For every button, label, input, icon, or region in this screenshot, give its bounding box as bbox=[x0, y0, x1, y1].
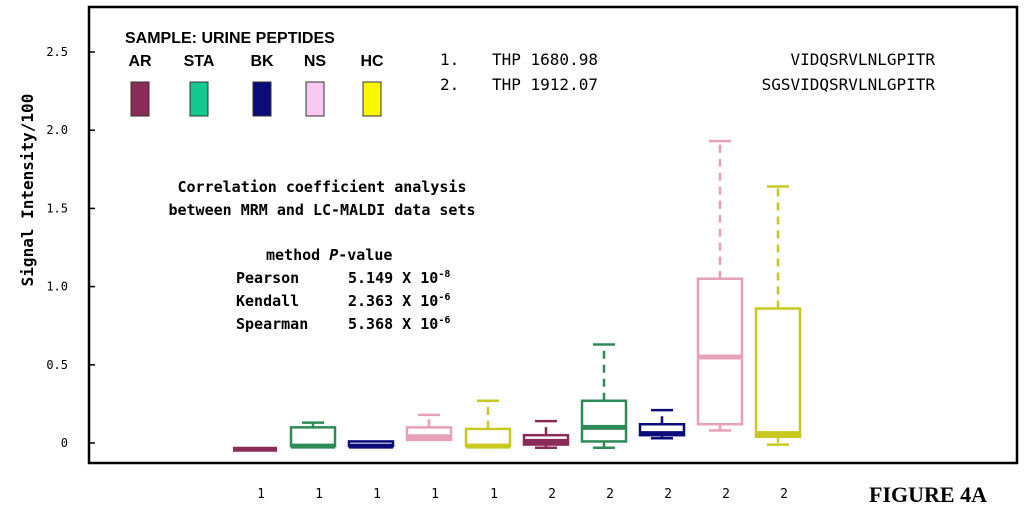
peptide-number: 2. bbox=[440, 75, 459, 94]
x-tick-label: 1 bbox=[431, 487, 439, 502]
annotation-line-2: between MRM and LC-MALDI data sets bbox=[168, 201, 475, 219]
pvalue-row-pearson: Pearson 5.149 X 10-8 bbox=[236, 269, 450, 287]
y-tick-label: 0 bbox=[61, 436, 68, 450]
legend-title: SAMPLE: URINE PEPTIDES bbox=[125, 30, 335, 47]
x-tick-label: 2 bbox=[780, 487, 788, 502]
plot-frame bbox=[87, 5, 1019, 465]
iqr-box bbox=[580, 399, 628, 443]
legend-swatch bbox=[252, 81, 272, 117]
legend-label: AR bbox=[128, 53, 152, 70]
box-hc-1 bbox=[464, 399, 512, 449]
peptide-name: THP 1680.98 bbox=[492, 50, 598, 69]
legend-item-hc: HC bbox=[360, 53, 384, 117]
pvalue-table-header: method P-value bbox=[266, 246, 392, 264]
x-tick-label: 1 bbox=[315, 487, 323, 502]
x-tick-label: 2 bbox=[548, 487, 556, 502]
legend-label: HC bbox=[360, 53, 384, 70]
y-tick-label: 2.0 bbox=[46, 123, 68, 137]
y-tick-label: 1.5 bbox=[46, 201, 68, 215]
box-ns-1 bbox=[405, 413, 453, 442]
box-sta-2 bbox=[580, 343, 628, 449]
x-tick-label: 2 bbox=[664, 487, 672, 502]
box-ns-2 bbox=[696, 139, 744, 432]
iqr-box bbox=[696, 277, 744, 426]
x-tick-label: 2 bbox=[606, 487, 614, 502]
legend-swatch bbox=[189, 81, 209, 117]
legend-label: BK bbox=[250, 53, 274, 70]
peptide-name: THP 1912.07 bbox=[492, 75, 598, 94]
legend-label: NS bbox=[304, 53, 327, 70]
p-value: 5.368 X 10-6 bbox=[348, 315, 450, 333]
p-value-exponent: -6 bbox=[438, 315, 450, 326]
box-sta-1 bbox=[289, 421, 337, 449]
pvalue-row-spearman: Spearman 5.368 X 10-6 bbox=[236, 315, 450, 333]
legend-item-ar: AR bbox=[128, 53, 152, 117]
pvalue-row-kendall: Kendall 2.363 X 10-6 bbox=[236, 292, 450, 310]
box-ar-2 bbox=[522, 419, 570, 449]
y-axis-label: Signal Intensity/100 bbox=[18, 94, 37, 287]
method-name: Spearman bbox=[236, 315, 308, 333]
x-tick-label: 1 bbox=[373, 487, 381, 502]
annotation-line-1: Correlation coefficient analysis bbox=[178, 178, 467, 196]
legend-item-bk: BK bbox=[250, 53, 274, 117]
p-value-exponent: -8 bbox=[438, 269, 450, 280]
legend-swatch bbox=[362, 81, 382, 117]
peptide-sequence: VIDQSRVLNLGPITR bbox=[791, 50, 936, 69]
iqr-box bbox=[289, 426, 337, 448]
box-hc-2 bbox=[754, 185, 802, 446]
iqr-box bbox=[754, 307, 802, 438]
legend-item-ns: NS bbox=[304, 53, 327, 117]
method-name: Pearson bbox=[236, 269, 299, 287]
peptide-row: 2. THP 1912.07 SGSVIDQSRVLNLGPITR bbox=[440, 75, 935, 94]
peptide-row: 1. THP 1680.98 VIDQSRVLNLGPITR bbox=[440, 50, 935, 69]
peptide-sequence: SGSVIDQSRVLNLGPITR bbox=[762, 75, 936, 94]
p-value: 2.363 X 10-6 bbox=[348, 292, 450, 310]
method-name: Kendall bbox=[236, 292, 299, 310]
header-value: -value bbox=[338, 246, 392, 264]
p-value-exponent: -6 bbox=[438, 292, 450, 303]
iqr-box bbox=[405, 426, 453, 442]
legend-item-sta: STA bbox=[184, 53, 215, 117]
x-tick-label: 1 bbox=[257, 487, 265, 502]
figure-label: FIGURE 4A bbox=[869, 482, 987, 507]
x-tick-label: 2 bbox=[722, 487, 730, 502]
box-bk-1 bbox=[347, 440, 395, 449]
y-tick-label: 1.0 bbox=[46, 280, 68, 294]
x-tick-label: 1 bbox=[490, 487, 498, 502]
header-p: P bbox=[329, 246, 338, 264]
legend-swatch bbox=[130, 81, 150, 117]
legend-swatch bbox=[305, 81, 325, 117]
box-bk-2 bbox=[638, 408, 686, 440]
p-value: 5.149 X 10-8 bbox=[348, 269, 450, 287]
iqr-box bbox=[464, 427, 512, 448]
y-tick-label: 0.5 bbox=[46, 358, 68, 372]
legend-label: STA bbox=[184, 53, 215, 70]
header-method: method bbox=[266, 246, 329, 264]
y-tick-label: 2.5 bbox=[46, 45, 68, 59]
peptide-number: 1. bbox=[440, 50, 459, 69]
